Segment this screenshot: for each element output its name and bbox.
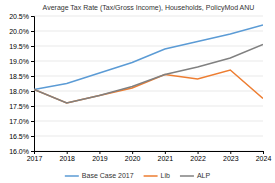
tick: 2018 bbox=[59, 151, 75, 162]
tick-label: 2022 bbox=[190, 155, 206, 162]
tick-label: 17.0% bbox=[9, 118, 29, 125]
tick: 2024 bbox=[256, 151, 272, 162]
tick: 17.0% bbox=[9, 118, 34, 125]
legend: Base Case 2017 Lib ALP bbox=[65, 172, 211, 179]
grid-line bbox=[34, 61, 263, 62]
tick-mark bbox=[31, 61, 34, 62]
tick: 20.5% bbox=[9, 13, 34, 20]
tick-mark bbox=[31, 121, 34, 122]
legend-item: ALP bbox=[180, 172, 211, 179]
tick: 19.5% bbox=[9, 43, 34, 50]
tick: 2023 bbox=[223, 151, 239, 162]
legend-item: Lib bbox=[144, 172, 170, 179]
tick-label: 20.0% bbox=[9, 28, 29, 35]
legend-swatch bbox=[144, 175, 158, 177]
tick-label: 2019 bbox=[92, 155, 108, 162]
grid-line bbox=[34, 76, 263, 77]
legend-label: ALP bbox=[197, 172, 211, 179]
tick: 19.0% bbox=[9, 58, 34, 65]
tick: 18.0% bbox=[9, 88, 34, 95]
tick-label: 19.0% bbox=[9, 58, 29, 65]
tick-label: 2018 bbox=[59, 155, 75, 162]
tick-mark bbox=[31, 46, 34, 47]
tick: 18.5% bbox=[9, 73, 34, 80]
chart: 16.0% 16.5% 17.0% 17.5% 18.0% 18.5% 19.0% 19.5%… bbox=[0, 0, 275, 183]
legend-swatch bbox=[65, 175, 79, 177]
tick-label: 2023 bbox=[223, 155, 239, 162]
grid bbox=[34, 16, 263, 151]
tick-label: 18.5% bbox=[9, 73, 29, 80]
tick-mark bbox=[99, 151, 100, 154]
tick: 2022 bbox=[190, 151, 206, 162]
tick-mark bbox=[31, 76, 34, 77]
legend-label: Lib bbox=[161, 172, 170, 179]
y-axis: 16.0% 16.5% 17.0% 17.5% 18.0% 18.5% 19.0% 19.5%… bbox=[9, 13, 34, 155]
legend-item: Base Case 2017 bbox=[65, 172, 134, 179]
tick-mark bbox=[132, 151, 133, 154]
tick: 16.0% bbox=[9, 148, 34, 155]
x-axis: 2017 2018 2019 2020 2021 2022 2023 2024 bbox=[27, 151, 272, 162]
tick: 2017 bbox=[27, 151, 43, 162]
tick-label: 2020 bbox=[125, 155, 141, 162]
tick: 2021 bbox=[158, 151, 174, 162]
tick-label: 20.5% bbox=[9, 13, 29, 20]
grid-line bbox=[34, 121, 263, 122]
legend-label: Base Case 2017 bbox=[82, 172, 134, 179]
tick-mark bbox=[31, 106, 34, 107]
tick-mark bbox=[67, 151, 68, 154]
grid-line bbox=[34, 91, 263, 92]
grid-line bbox=[34, 136, 263, 137]
tick: 20.0% bbox=[9, 28, 34, 35]
tick-label: 2017 bbox=[27, 155, 43, 162]
tick: 16.5% bbox=[9, 133, 34, 140]
tick-mark bbox=[230, 151, 231, 154]
grid-line bbox=[34, 46, 263, 47]
tick-mark bbox=[34, 151, 35, 154]
series-line bbox=[34, 70, 263, 103]
series-line bbox=[34, 45, 263, 104]
tick-mark bbox=[263, 151, 264, 154]
tick-label: 17.5% bbox=[9, 103, 29, 110]
tick-mark bbox=[31, 16, 34, 17]
legend-swatch bbox=[180, 175, 194, 177]
tick: 2020 bbox=[125, 151, 141, 162]
grid-line bbox=[34, 106, 263, 107]
tick-label: 19.5% bbox=[9, 43, 29, 50]
axis-line bbox=[31, 17, 35, 152]
title: Average Tax Rate (Tax/Gross Income), Hou… bbox=[43, 4, 255, 12]
axis-line bbox=[35, 152, 264, 155]
tick-mark bbox=[31, 151, 34, 152]
grid-line bbox=[34, 31, 263, 32]
tick-label: 18.0% bbox=[9, 88, 29, 95]
tick-mark bbox=[31, 136, 34, 137]
plot-area bbox=[34, 25, 263, 103]
tick-mark bbox=[198, 151, 199, 154]
tick-label: 2021 bbox=[158, 155, 174, 162]
tick-label: 16.5% bbox=[9, 133, 29, 140]
tick-label: 16.0% bbox=[9, 148, 29, 155]
tick: 2019 bbox=[92, 151, 108, 162]
tick-label: 2024 bbox=[256, 155, 272, 162]
grid-line bbox=[34, 16, 263, 17]
tick-mark bbox=[31, 91, 34, 92]
tick-mark bbox=[31, 31, 34, 32]
tick: 17.5% bbox=[9, 103, 34, 110]
tick-mark bbox=[165, 151, 166, 154]
